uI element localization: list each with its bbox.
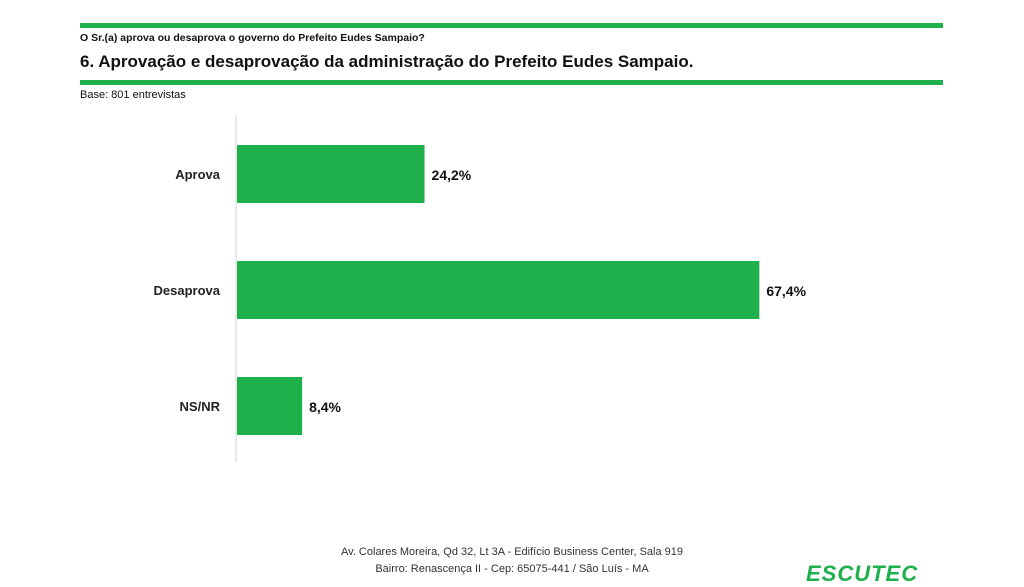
value-label: 24,2% [432,167,472,183]
value-label: 8,4% [309,399,341,415]
category-label: NS/NR [180,399,221,414]
bar-aprova [237,145,425,203]
footer-neighborhood: Bairro: Renascença II - Cep: 65075-441 /… [375,563,649,575]
value-label: 67,4% [766,283,806,299]
bar-desaprova [237,261,760,319]
bar-ns-nr [237,377,303,435]
category-label: Desaprova [154,283,221,298]
title-rule [80,80,943,85]
question-text: O Sr.(a) aprova ou desaprova o governo d… [80,32,425,44]
base-note: Base: 801 entrevistas [80,89,186,101]
page-title: 6. Aprovação e desaprovação da administr… [80,52,694,71]
category-label: Aprova [175,167,221,182]
top-rule [80,23,943,28]
bar-chart: Aprova 24,2% Desaprova 67,4% NS/NR 8,4% [154,116,807,462]
escutec-logo: ESCUTEC [806,561,919,586]
footer-address: Av. Colares Moreira, Qd 32, Lt 3A - Edif… [341,546,683,558]
